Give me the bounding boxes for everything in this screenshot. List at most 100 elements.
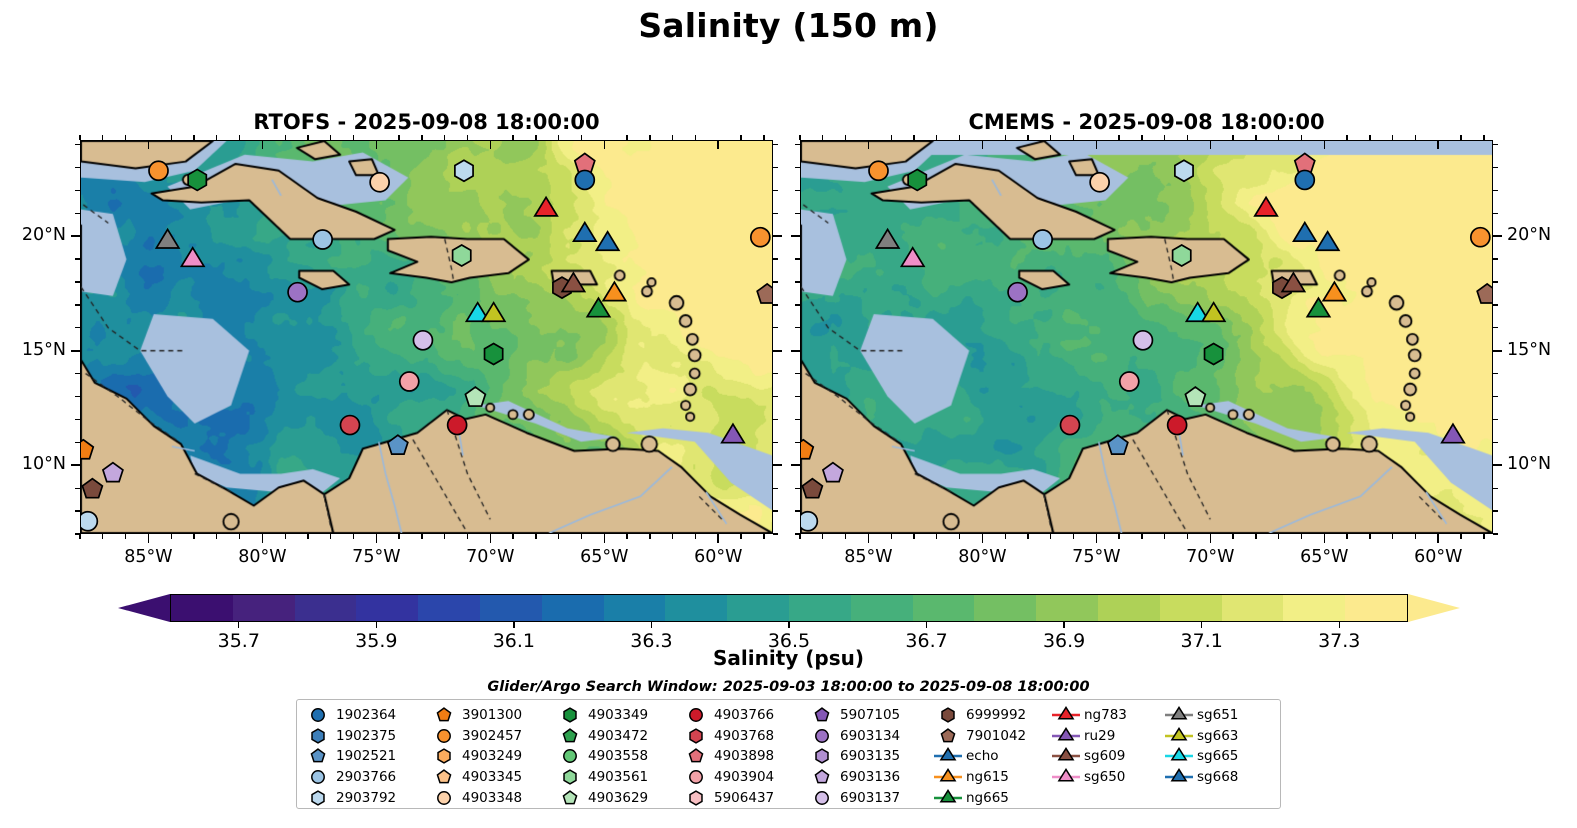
marker-6903136[interactable] [101, 461, 124, 483]
marker-ng615[interactable] [1321, 280, 1348, 302]
map-rtofs[interactable] [80, 140, 773, 534]
legend-entry-4903348[interactable]: 4903348 [429, 787, 555, 808]
legend-entry-6903134[interactable]: 6903134 [807, 726, 933, 747]
legend-entry-4903345[interactable]: 4903345 [429, 767, 555, 788]
legend-entry-3901300[interactable]: 3901300 [429, 705, 555, 726]
marker-4903904[interactable] [1118, 371, 1140, 392]
marker-6903136[interactable] [821, 461, 844, 483]
marker-echo[interactable] [572, 220, 598, 242]
legend-entry-ng783[interactable]: ng783 [1051, 705, 1164, 726]
legend-entry-6903135[interactable]: 6903135 [807, 746, 933, 767]
legend-entry-6903136[interactable]: 6903136 [807, 767, 933, 788]
legend-entry-1902364[interactable]: 1902364 [303, 705, 429, 726]
marker-4903629[interactable] [464, 386, 487, 407]
legend-entry-2903792[interactable]: 2903792 [303, 787, 429, 808]
marker-4903766[interactable] [1166, 414, 1188, 436]
marker-3901300[interactable] [800, 438, 815, 460]
marker-sg668[interactable] [594, 230, 621, 252]
marker-7901042[interactable] [1476, 282, 1493, 304]
marker-4903904[interactable] [398, 371, 420, 392]
marker-sg663[interactable] [1200, 301, 1227, 323]
legend-entry-4903768[interactable]: 4903768 [681, 726, 807, 747]
marker-4903768[interactable] [1059, 414, 1081, 436]
marker-4903561[interactable] [451, 244, 472, 268]
legend-entry-2903766[interactable]: 2903766 [303, 767, 429, 788]
legend-entry-echo[interactable]: echo [933, 746, 1051, 767]
legend-entry-4903472[interactable]: 4903472 [555, 726, 681, 747]
legend-entry-3902457[interactable]: 3902457 [429, 726, 555, 747]
marker-sg650[interactable] [899, 246, 926, 268]
marker-1902521[interactable] [1106, 434, 1129, 456]
legend-entry-5907105[interactable]: 5907105 [807, 705, 933, 726]
legend-entry-4903629[interactable]: 4903629 [555, 787, 681, 808]
marker-4903349[interactable] [907, 168, 928, 192]
legend-entry-6999992[interactable]: 6999992 [933, 705, 1051, 726]
legend-entry-4903561[interactable]: 4903561 [555, 767, 681, 788]
marker-1902364[interactable] [1294, 169, 1316, 191]
marker-4903348[interactable] [369, 171, 390, 193]
legend-entry-4903898[interactable]: 4903898 [681, 746, 807, 767]
marker-6903134[interactable] [287, 281, 308, 303]
marker-sg650[interactable] [179, 246, 206, 268]
marker-2903792[interactable] [454, 159, 474, 183]
legend-entry-1902375[interactable]: 1902375 [303, 726, 429, 747]
marker-4903349[interactable] [187, 168, 208, 192]
legend-entry-sg663[interactable]: sg663 [1164, 726, 1274, 747]
marker-sg609[interactable] [1280, 271, 1307, 293]
marker-sg651[interactable] [874, 227, 901, 249]
marker-6999992b[interactable] [801, 477, 824, 499]
marker-6903134[interactable] [1007, 281, 1028, 303]
marker-ng665[interactable] [1305, 296, 1332, 318]
legend-entry-ng665[interactable]: ng665 [933, 787, 1051, 808]
legend-entry-5906437[interactable]: 5906437 [681, 787, 807, 808]
marker-4903766[interactable] [446, 414, 468, 436]
marker-ru29[interactable] [1440, 422, 1466, 444]
legend-entry-sg609[interactable]: sg609 [1051, 746, 1164, 767]
marker-1902364[interactable] [574, 169, 596, 191]
marker-4903137[interactable] [412, 329, 434, 351]
marker-4903898[interactable] [1293, 152, 1316, 174]
marker-ng783[interactable] [533, 195, 559, 217]
marker-sg651[interactable] [154, 227, 181, 249]
marker-ng783[interactable] [1253, 195, 1279, 217]
marker-echo[interactable] [1292, 220, 1318, 242]
legend-entry-4903249[interactable]: 4903249 [429, 746, 555, 767]
marker-4903629[interactable] [1184, 386, 1207, 407]
marker-3902457[interactable] [148, 160, 169, 182]
marker-2903766[interactable] [312, 229, 333, 250]
legend-entry-4903904[interactable]: 4903904 [681, 767, 807, 788]
legend-entry-4903766[interactable]: 4903766 [681, 705, 807, 726]
marker-4903349b[interactable] [483, 342, 504, 366]
marker-sg663[interactable] [480, 301, 507, 323]
legend-entry-sg650[interactable]: sg650 [1051, 767, 1164, 788]
marker-3902457b[interactable] [1469, 226, 1491, 248]
marker-2903766[interactable] [1032, 229, 1053, 250]
legend-entry-1902521[interactable]: 1902521 [303, 746, 429, 767]
legend-entry-sg668[interactable]: sg668 [1164, 767, 1274, 788]
marker-4903561[interactable] [1171, 244, 1192, 268]
map-cmems[interactable] [800, 140, 1493, 534]
marker-3902457[interactable] [868, 160, 889, 182]
marker-ng665[interactable] [585, 296, 612, 318]
marker-ru29[interactable] [720, 422, 746, 444]
marker-ng615[interactable] [601, 280, 628, 302]
marker-2903792[interactable] [1174, 159, 1194, 183]
legend-entry-sg665[interactable]: sg665 [1164, 746, 1274, 767]
marker-4903348[interactable] [1089, 171, 1110, 193]
marker-7901042[interactable] [756, 282, 773, 304]
marker-1902521[interactable] [386, 434, 409, 456]
marker-6999992b[interactable] [81, 477, 104, 499]
marker-2903792b[interactable] [800, 510, 819, 532]
legend-entry-7901042[interactable]: 7901042 [933, 726, 1051, 747]
legend-entry-ng615[interactable]: ng615 [933, 767, 1051, 788]
marker-4903137[interactable] [1132, 329, 1154, 351]
marker-sg609[interactable] [560, 271, 587, 293]
marker-3901300[interactable] [80, 438, 95, 460]
legend-entry-sg651[interactable]: sg651 [1164, 705, 1274, 726]
legend-entry-4903558[interactable]: 4903558 [555, 746, 681, 767]
legend-entry-ru29[interactable]: ru29 [1051, 726, 1164, 747]
legend-entry-6903137[interactable]: 6903137 [807, 787, 933, 808]
marker-4903768[interactable] [339, 414, 361, 436]
marker-sg668[interactable] [1314, 230, 1341, 252]
marker-sg665[interactable] [464, 301, 491, 323]
